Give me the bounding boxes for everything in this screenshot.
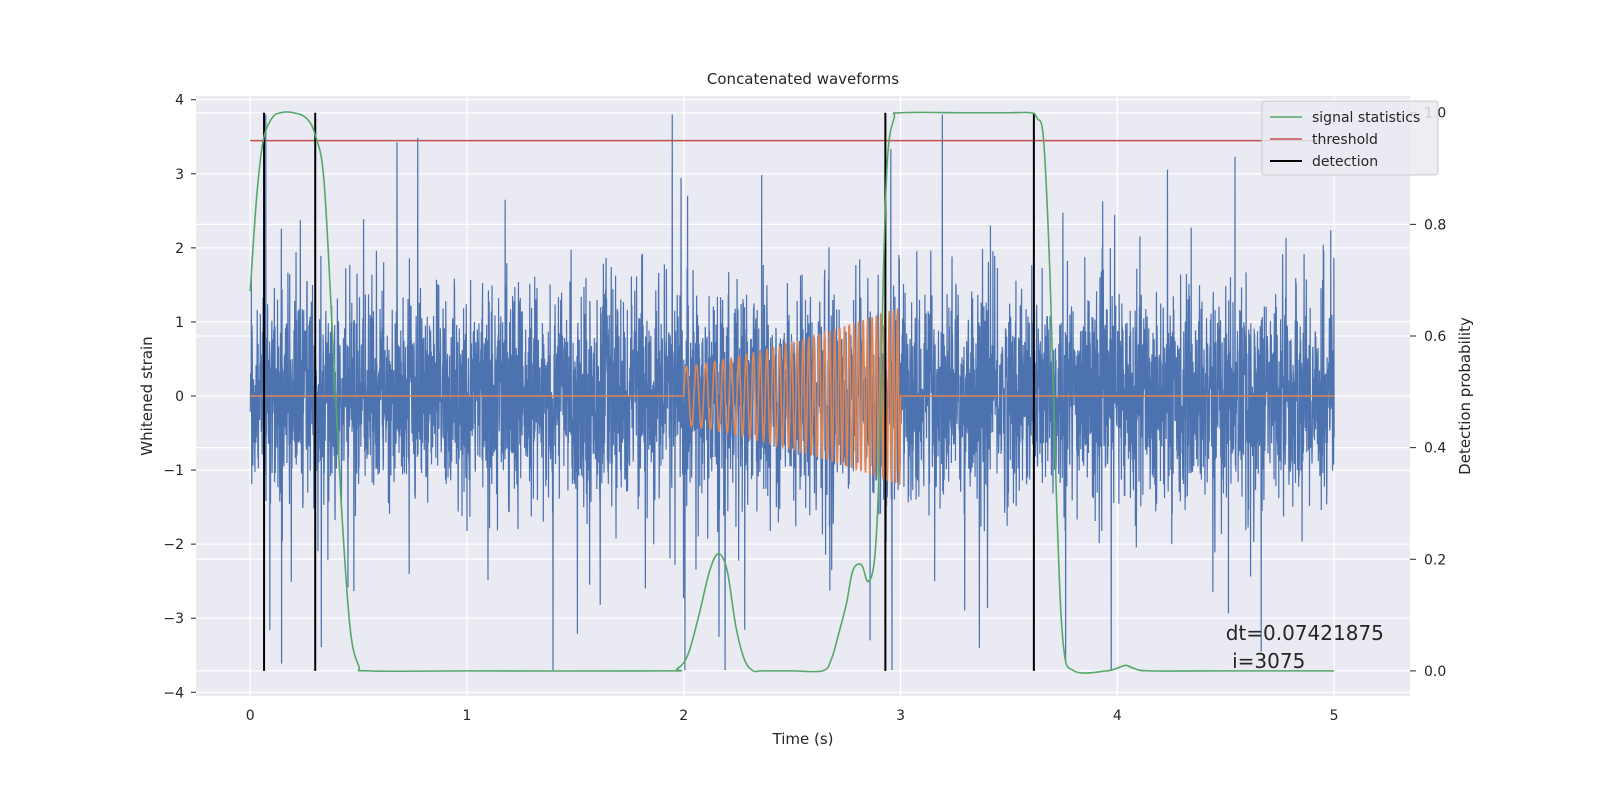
legend-label-signal-statistics: signal statistics	[1312, 110, 1420, 126]
y-tick-label: −4	[163, 685, 184, 701]
y-tick-label: −3	[163, 611, 184, 627]
y2-tick-label: 0.4	[1424, 441, 1446, 457]
x-tick-label: 2	[679, 708, 688, 724]
y2-axis-label: Detection probability	[1456, 317, 1474, 475]
y-tick-label: 2	[175, 241, 184, 257]
chart-title: Concatenated waveforms	[707, 70, 899, 88]
y2-tick-label: 0.6	[1424, 329, 1446, 345]
y-tick-label: −2	[163, 537, 184, 553]
y-axis-left: −4 −3 −2 −1 0 1 2 3 4	[163, 93, 196, 701]
y-tick-label: 4	[175, 93, 184, 109]
signal-statistics-series	[249, 111, 1335, 674]
y-axis-right: 0.00.20.40.60.81.0	[1410, 106, 1446, 680]
legend-label-detection: detection	[1312, 154, 1378, 170]
x-tick-label: 5	[1330, 708, 1339, 724]
y-tick-label: −1	[163, 463, 184, 479]
y-axis-label: Whitened strain	[138, 336, 156, 455]
legend-label-threshold: threshold	[1312, 132, 1378, 148]
y-tick-label: 1	[175, 315, 184, 331]
annotation-index: i=3075	[1226, 649, 1306, 673]
x-tick-label: 0	[246, 708, 255, 724]
x-tick-label: 1	[463, 708, 472, 724]
x-tick-label: 4	[1113, 708, 1122, 724]
legend-box	[1261, 100, 1439, 176]
template-series	[250, 308, 1335, 486]
x-tick-label: 3	[896, 708, 905, 724]
y2-tick-label: 0.8	[1424, 217, 1446, 233]
y2-tick-label: 0.2	[1424, 552, 1446, 568]
y2-tick-label: 0.0	[1424, 664, 1446, 680]
y-tick-label: 0	[175, 389, 184, 405]
strain-series	[249, 114, 1335, 671]
annotation-dt: dt=0.07421875	[1226, 621, 1384, 645]
legend: signal statistics threshold detection	[1261, 100, 1439, 176]
x-axis-label: Time (s)	[772, 730, 834, 748]
y-tick-label: 3	[175, 167, 184, 183]
x-axis: 0 1 2 3 4 5	[246, 708, 1339, 724]
